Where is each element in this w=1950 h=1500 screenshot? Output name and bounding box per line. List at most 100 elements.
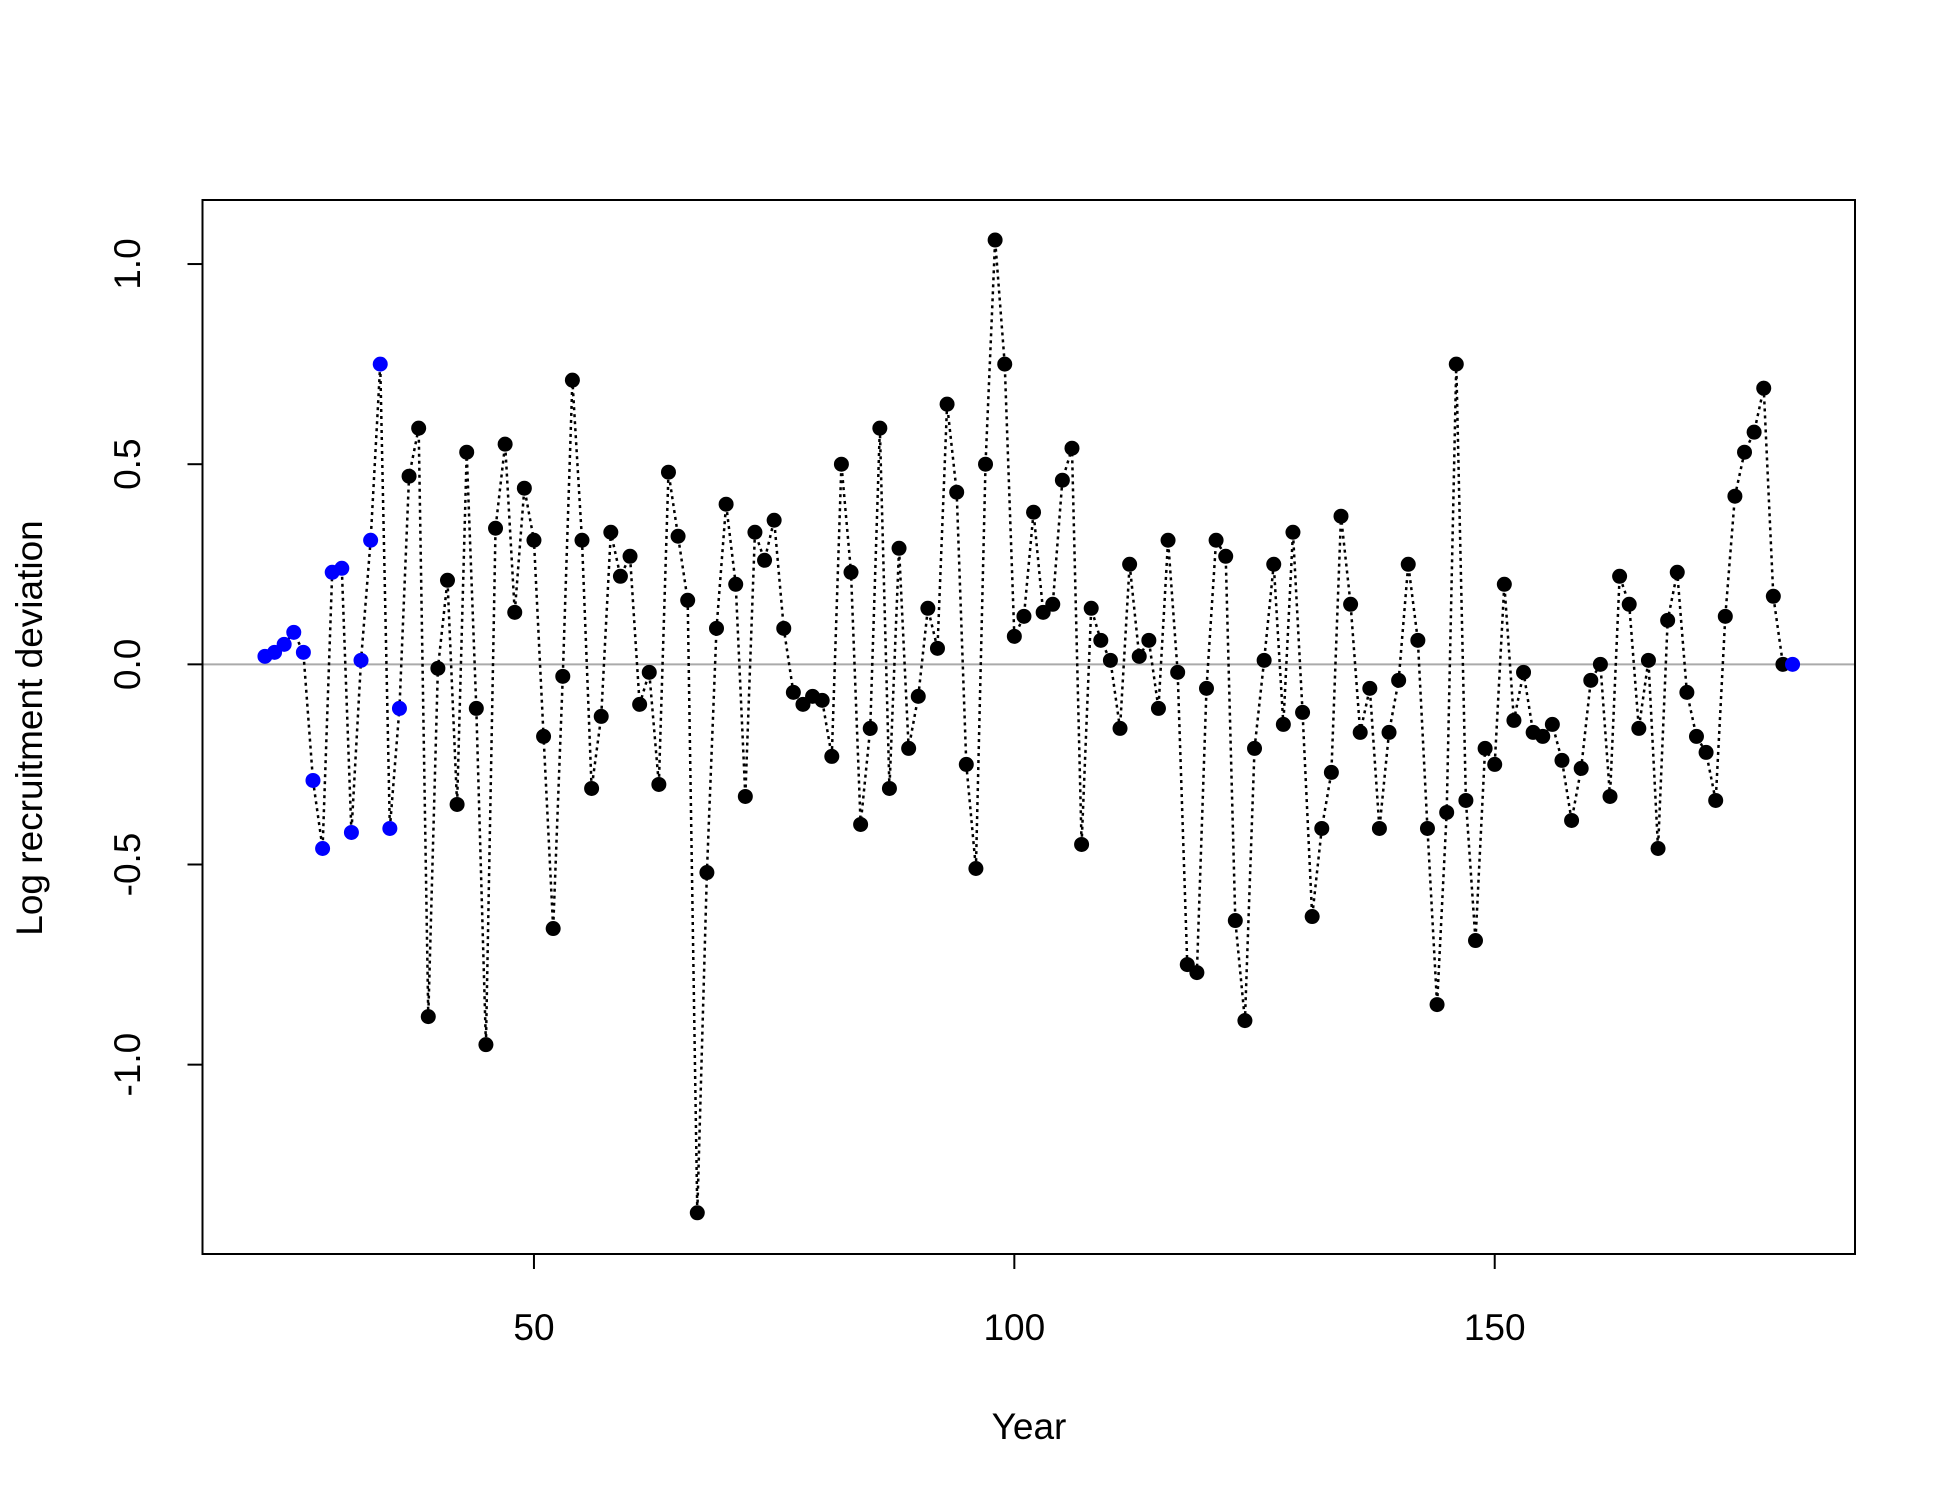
data-point <box>1458 792 1474 808</box>
data-point <box>939 396 955 412</box>
data-point <box>1544 716 1560 732</box>
data-point <box>718 496 734 512</box>
data-point <box>1122 556 1138 572</box>
data-point <box>1371 820 1387 836</box>
data-point <box>1583 672 1599 688</box>
series-line <box>264 239 1793 1213</box>
data-point <box>776 620 792 636</box>
data-point <box>286 624 302 640</box>
data-point <box>1026 504 1042 520</box>
data-point <box>1506 712 1522 728</box>
data-point <box>1554 752 1570 768</box>
data-point <box>1141 632 1157 648</box>
data-point <box>853 816 869 832</box>
data-point <box>881 780 897 796</box>
data-point <box>1247 740 1263 756</box>
data-point <box>872 420 888 436</box>
data-point <box>814 692 830 708</box>
data-point <box>1496 576 1512 592</box>
data-point <box>1391 672 1407 688</box>
y-axis-title: Log recruitment deviation <box>9 520 50 935</box>
data-point <box>709 620 725 636</box>
data-point <box>670 528 686 544</box>
data-point <box>555 668 571 684</box>
data-point <box>401 468 417 484</box>
data-point <box>1150 700 1166 716</box>
data-point <box>1237 1013 1253 1029</box>
data-point <box>1756 380 1772 396</box>
data-point <box>382 820 398 836</box>
data-point <box>1602 788 1618 804</box>
data-point <box>1746 424 1762 440</box>
y-tick-label: 0.0 <box>107 639 148 690</box>
plot-frame <box>201 199 1856 1255</box>
data-point <box>747 524 763 540</box>
data-point <box>689 1205 705 1221</box>
data-point <box>1612 568 1628 584</box>
data-point <box>1477 740 1493 756</box>
data-point <box>1170 664 1186 680</box>
data-point <box>276 636 292 652</box>
data-point <box>488 520 504 536</box>
data-point <box>910 688 926 704</box>
data-point <box>478 1037 494 1053</box>
data-point <box>1410 632 1426 648</box>
data-point <box>1516 664 1532 680</box>
data-point <box>1717 608 1733 624</box>
data-point <box>1439 804 1455 820</box>
data-point <box>1016 608 1032 624</box>
data-point <box>1468 933 1484 949</box>
data-point <box>1343 596 1359 612</box>
data-point <box>497 436 513 452</box>
data-point <box>1737 444 1753 460</box>
data-point <box>315 840 331 856</box>
data-point <box>1419 820 1435 836</box>
x-tick-label: 100 <box>983 1307 1045 1348</box>
data-point <box>449 796 465 812</box>
data-point <box>958 756 974 772</box>
y-tick-label: -0.5 <box>107 833 148 897</box>
data-point <box>507 604 523 620</box>
data-point <box>411 420 427 436</box>
data-point <box>1640 652 1656 668</box>
data-point <box>833 456 849 472</box>
data-point <box>468 700 484 716</box>
data-point <box>295 644 311 660</box>
data-point <box>1083 600 1099 616</box>
data-point <box>1218 548 1234 564</box>
data-point <box>766 512 782 528</box>
data-point <box>1362 680 1378 696</box>
data-point <box>632 696 648 712</box>
data-point <box>1679 684 1695 700</box>
data-point <box>1429 997 1445 1013</box>
data-point <box>1314 820 1330 836</box>
data-point <box>1381 724 1397 740</box>
data-point <box>1631 720 1647 736</box>
data-point <box>785 684 801 700</box>
data-point <box>353 652 369 668</box>
data-point <box>334 560 350 576</box>
data-point <box>1487 756 1503 772</box>
data-point <box>978 456 994 472</box>
data-point <box>1045 596 1061 612</box>
data-point <box>949 484 965 500</box>
data-point <box>1592 656 1608 672</box>
data-point <box>612 568 628 584</box>
data-point <box>824 748 840 764</box>
data-point <box>1074 836 1090 852</box>
data-point <box>305 772 321 788</box>
data-point <box>526 532 542 548</box>
data-point <box>516 480 532 496</box>
data-point <box>1198 680 1214 696</box>
data-point <box>1660 612 1676 628</box>
x-axis-title: Year <box>992 1406 1067 1447</box>
data-point <box>372 356 388 372</box>
data-point <box>929 640 945 656</box>
data-point <box>1333 508 1349 524</box>
data-point <box>1285 524 1301 540</box>
data-point <box>603 524 619 540</box>
data-point <box>439 572 455 588</box>
data-point <box>1295 704 1311 720</box>
data-point <box>420 1009 436 1025</box>
data-point <box>1256 652 1272 668</box>
